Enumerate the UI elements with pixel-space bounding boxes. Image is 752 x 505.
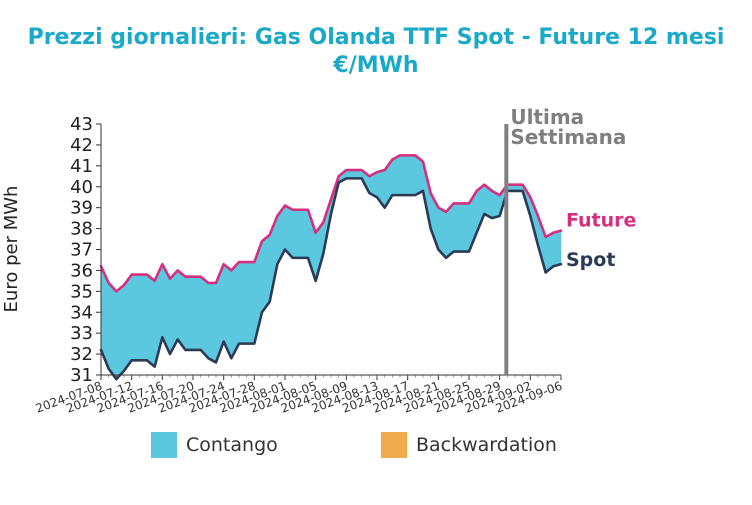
spread-fill-segment	[192, 276, 201, 351]
spread-fill-segment	[407, 155, 416, 196]
spread-fill-segment	[392, 154, 401, 196]
y-tick-label: 31	[70, 365, 93, 386]
legend-swatch-backwardation	[381, 432, 407, 458]
y-tick-label: 36	[70, 260, 93, 281]
y-tick-label: 37	[70, 240, 93, 261]
spread-fill-segment	[238, 261, 247, 344]
spread-fill-segment	[108, 282, 117, 381]
y-tick-label: 42	[70, 135, 93, 156]
y-tick-label: 39	[70, 198, 93, 219]
y-tick-label: 34	[70, 302, 93, 323]
y-tick-label: 35	[70, 281, 93, 302]
spread-fill-segment	[300, 209, 309, 259]
chart-title-line1: Prezzi giornalieri: Gas Olanda TTF Spot …	[27, 25, 725, 50]
spread-fill-segment	[200, 276, 209, 360]
legend-item-contango: Contango	[151, 432, 278, 458]
spot-line	[99, 177, 563, 381]
spread-fill-segment	[553, 230, 562, 267]
spread-fill-segment	[185, 276, 194, 351]
y-tick-label: 33	[70, 323, 93, 344]
spread-fill-segment	[146, 273, 155, 368]
legend-item-backwardation: Backwardation	[381, 432, 557, 458]
spread-fill-segment	[123, 273, 132, 372]
y-tick-label: 43	[70, 114, 93, 135]
legend-label-contango: Contango	[186, 434, 278, 456]
y-tick-label: 41	[70, 156, 93, 177]
y-axis-label: Euro per MWh	[1, 186, 22, 313]
spread-fill-segment	[461, 203, 470, 252]
annotation-label-line2: Settimana	[510, 125, 626, 149]
chart-title-line2: €/MWh	[333, 53, 419, 78]
spread-fill-segment	[139, 274, 148, 361]
legend-label-backwardation: Backwardation	[416, 434, 557, 456]
spread-fill-segment	[208, 282, 217, 363]
spread-fill-segment	[131, 274, 140, 361]
y-tick-label: 40	[70, 177, 93, 198]
spread-fill-segment	[246, 261, 255, 344]
legend-swatch-contango	[151, 432, 177, 458]
spread-fill-segment	[177, 269, 186, 351]
spread-fill-segment	[292, 209, 301, 259]
y-tick-label: 32	[70, 344, 93, 365]
future-line	[99, 154, 563, 293]
spread-fill-segment	[261, 234, 270, 314]
spread-fill-segment	[399, 155, 408, 196]
y-tick-label: 38	[70, 219, 93, 240]
annotation-label-line1: Ultima	[510, 105, 584, 129]
spot-end-label: Spot	[566, 249, 615, 271]
spread-fill-segment	[453, 203, 462, 252]
future-end-label: Future	[566, 210, 636, 232]
chart-title: Prezzi giornalieri: Gas Olanda TTF Spot …	[0, 24, 752, 80]
spread-fill-segment	[116, 284, 125, 380]
